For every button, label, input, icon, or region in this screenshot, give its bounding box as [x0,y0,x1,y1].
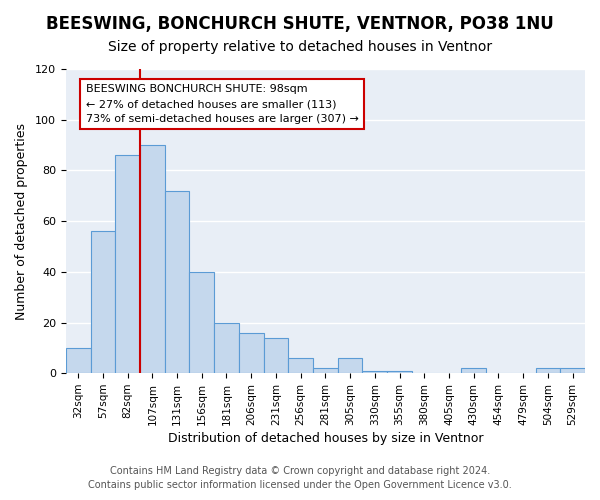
Bar [239,332,263,373]
Bar [164,190,190,373]
Bar [214,322,239,373]
Text: Contains HM Land Registry data © Crown copyright and database right 2024.
Contai: Contains HM Land Registry data © Crown c… [88,466,512,490]
Bar [190,272,214,373]
Bar [91,231,115,373]
Bar [66,348,91,373]
Bar [313,368,338,373]
X-axis label: Distribution of detached houses by size in Ventnor: Distribution of detached houses by size … [167,432,483,445]
Bar [263,338,289,373]
Bar [140,145,164,373]
Bar [289,358,313,373]
Bar [387,370,412,373]
Bar [560,368,585,373]
Bar [338,358,362,373]
Bar [536,368,560,373]
Text: Size of property relative to detached houses in Ventnor: Size of property relative to detached ho… [108,40,492,54]
Bar [362,370,387,373]
Text: BEESWING BONCHURCH SHUTE: 98sqm
← 27% of detached houses are smaller (113)
73% o: BEESWING BONCHURCH SHUTE: 98sqm ← 27% of… [86,84,358,124]
Bar [115,155,140,373]
Bar [461,368,486,373]
Y-axis label: Number of detached properties: Number of detached properties [15,122,28,320]
Text: BEESWING, BONCHURCH SHUTE, VENTNOR, PO38 1NU: BEESWING, BONCHURCH SHUTE, VENTNOR, PO38… [46,15,554,33]
